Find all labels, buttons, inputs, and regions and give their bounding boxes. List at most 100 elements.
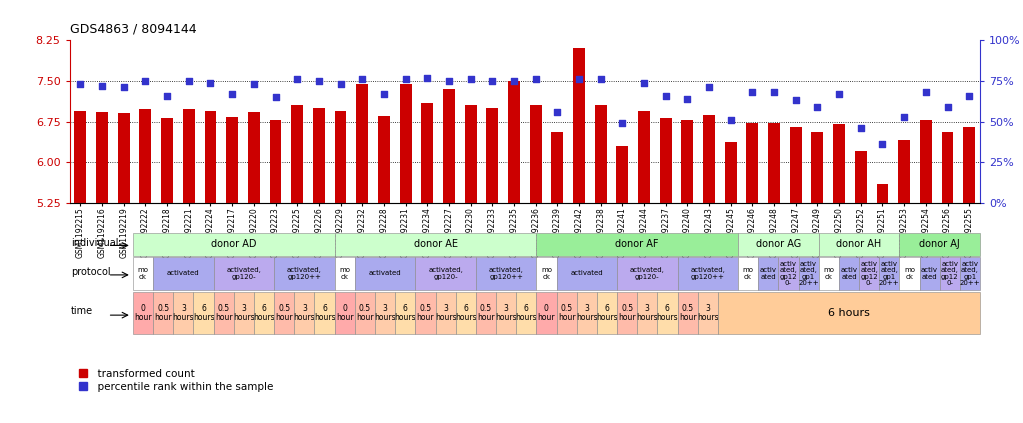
- Bar: [464, 105, 477, 203]
- Bar: [703, 115, 715, 203]
- Text: 0.5
hour: 0.5 hour: [275, 304, 293, 322]
- Text: 6
hours: 6 hours: [516, 304, 537, 322]
- Text: 3
hours: 3 hours: [233, 304, 255, 322]
- Point: [614, 120, 630, 126]
- Point: [375, 91, 392, 97]
- Point: [766, 89, 783, 96]
- Bar: [162, 118, 173, 203]
- Text: activated,
gp120-: activated, gp120-: [429, 267, 463, 280]
- Bar: [75, 111, 86, 203]
- Bar: [356, 84, 368, 203]
- Text: 6 hours: 6 hours: [828, 308, 870, 318]
- Text: donor AJ: donor AJ: [920, 239, 960, 249]
- Point: [722, 117, 739, 124]
- Point: [311, 77, 327, 84]
- Text: 6
hours: 6 hours: [455, 304, 477, 322]
- Point: [744, 89, 760, 96]
- Bar: [486, 108, 498, 203]
- Point: [137, 77, 153, 84]
- Text: activated,
gp120-: activated, gp120-: [226, 267, 261, 280]
- Point: [831, 91, 847, 97]
- Point: [116, 84, 132, 91]
- Bar: [790, 127, 802, 203]
- Bar: [920, 120, 932, 203]
- Point: [788, 97, 804, 104]
- Point: [658, 92, 674, 99]
- Text: 0.5
hour: 0.5 hour: [154, 304, 172, 322]
- Text: 6
hours: 6 hours: [657, 304, 678, 322]
- Bar: [226, 117, 238, 203]
- Bar: [898, 140, 910, 203]
- Bar: [594, 105, 607, 203]
- Text: donor AE: donor AE: [413, 239, 457, 249]
- Bar: [530, 105, 541, 203]
- Text: time: time: [71, 306, 93, 316]
- Bar: [96, 113, 108, 203]
- Point: [636, 79, 653, 86]
- Text: 3
hours: 3 hours: [374, 304, 396, 322]
- Bar: [855, 151, 866, 203]
- Point: [875, 141, 891, 148]
- Point: [441, 77, 457, 84]
- Text: 0.5
hour: 0.5 hour: [558, 304, 575, 322]
- Bar: [183, 109, 194, 203]
- Point: [592, 76, 609, 82]
- Text: 0.5
hour: 0.5 hour: [416, 304, 434, 322]
- Text: activated: activated: [368, 270, 401, 276]
- Point: [94, 82, 110, 89]
- Point: [288, 76, 305, 82]
- Point: [852, 125, 869, 132]
- Text: donor AH: donor AH: [837, 239, 882, 249]
- Bar: [139, 109, 151, 203]
- Point: [419, 74, 436, 81]
- Point: [918, 89, 934, 96]
- Point: [505, 77, 522, 84]
- Text: mo
ck: mo ck: [743, 267, 754, 280]
- Bar: [617, 146, 628, 203]
- Text: 6
hours: 6 hours: [314, 304, 336, 322]
- Text: donor AF: donor AF: [616, 239, 659, 249]
- Bar: [205, 111, 217, 203]
- Bar: [269, 120, 281, 203]
- Bar: [941, 132, 953, 203]
- Text: activ
ated: activ ated: [921, 267, 938, 280]
- Text: 0.5
hour: 0.5 hour: [618, 304, 636, 322]
- Point: [267, 94, 283, 101]
- Text: activ
ated,
gp1
20++: activ ated, gp1 20++: [798, 261, 819, 286]
- Point: [528, 76, 544, 82]
- Point: [484, 77, 500, 84]
- Text: activated,
gp120-: activated, gp120-: [630, 267, 665, 280]
- Bar: [573, 48, 585, 203]
- Text: 3
hours: 3 hours: [294, 304, 315, 322]
- Text: 6
hours: 6 hours: [254, 304, 275, 322]
- Text: GDS4863 / 8094144: GDS4863 / 8094144: [70, 23, 196, 36]
- Text: activated,
gp120++: activated, gp120++: [287, 267, 322, 280]
- Text: 3
hours: 3 hours: [697, 304, 718, 322]
- Text: 3
hours: 3 hours: [435, 304, 456, 322]
- Text: activ
ated,
gp1
20++: activ ated, gp1 20++: [879, 261, 899, 286]
- Bar: [660, 118, 672, 203]
- Text: activ
ated,
gp12
0-: activ ated, gp12 0-: [780, 261, 797, 286]
- Text: activ
ated: activ ated: [760, 267, 776, 280]
- Point: [181, 77, 197, 84]
- Text: 0.5
hour: 0.5 hour: [356, 304, 373, 322]
- Text: donor AG: donor AG: [756, 239, 801, 249]
- Bar: [248, 112, 260, 203]
- Point: [809, 104, 826, 110]
- Text: activ
ated,
gp12
0-: activ ated, gp12 0-: [941, 261, 959, 286]
- Text: activated,
gp120++: activated, gp120++: [489, 267, 524, 280]
- Point: [73, 81, 89, 88]
- Point: [462, 76, 479, 82]
- Bar: [508, 81, 520, 203]
- Text: mo
ck: mo ck: [541, 267, 552, 280]
- Bar: [335, 111, 347, 203]
- Text: individual: individual: [71, 238, 119, 248]
- Point: [571, 76, 587, 82]
- Text: 6
hours: 6 hours: [395, 304, 416, 322]
- Text: 3
hours: 3 hours: [495, 304, 517, 322]
- Point: [896, 113, 913, 120]
- Legend:   transformed count,   percentile rank within the sample: transformed count, percentile rank withi…: [75, 365, 278, 396]
- Text: 0.5
hour: 0.5 hour: [477, 304, 495, 322]
- Bar: [768, 123, 781, 203]
- Text: activated,
gp120++: activated, gp120++: [691, 267, 725, 280]
